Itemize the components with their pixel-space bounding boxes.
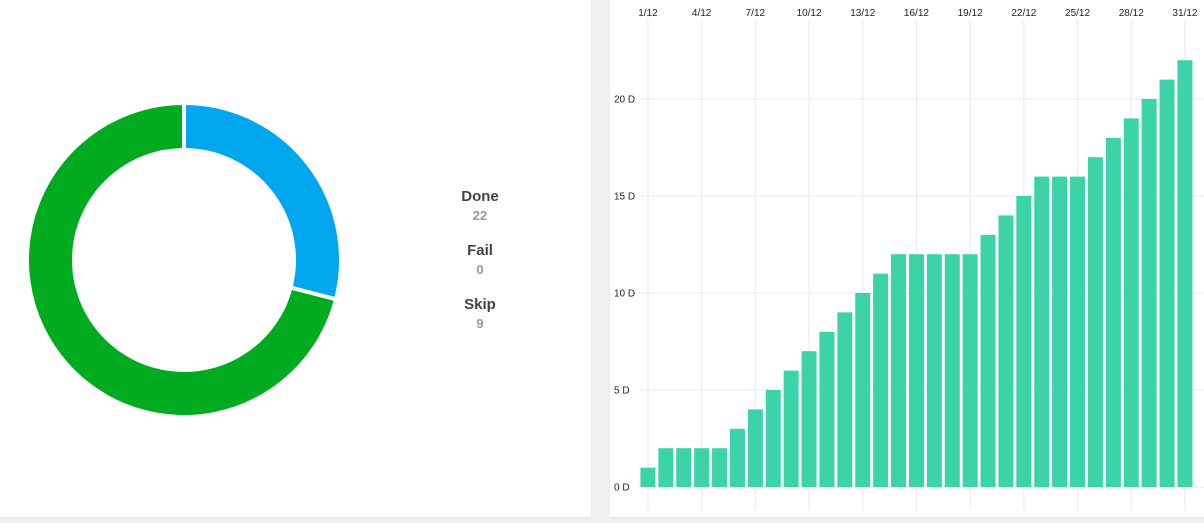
- legend-label-skip: Skip: [464, 296, 496, 313]
- bar-26-12: [1087, 157, 1103, 487]
- bar-17-12: [926, 254, 942, 487]
- bar-24-12: [1052, 176, 1068, 487]
- bar-7-12: [747, 409, 763, 487]
- x-tick-label: 4/12: [692, 8, 712, 19]
- bar-18-12: [944, 254, 960, 487]
- x-tick-label: 25/12: [1065, 8, 1090, 19]
- bar-10-12: [801, 351, 817, 487]
- x-tick-label: 16/12: [904, 8, 929, 19]
- bar-8-12: [765, 390, 781, 487]
- bar-16-12: [908, 254, 924, 487]
- x-tick-label: 28/12: [1119, 8, 1144, 19]
- bar-19-12: [962, 254, 978, 487]
- legend-label-done: Done: [461, 188, 499, 205]
- y-tick-label: 0 D: [614, 483, 630, 494]
- donut-slice-done: [25, 100, 339, 419]
- x-tick-label: 31/12: [1172, 8, 1197, 19]
- donut-slice-skip: [182, 100, 343, 302]
- bar-28-12: [1123, 118, 1139, 488]
- bar-14-12: [873, 273, 889, 487]
- legend-value-fail: 0: [476, 262, 484, 277]
- legend-value-done: 22: [472, 208, 488, 223]
- bar-12-12: [837, 312, 853, 487]
- bar-23-12: [1034, 176, 1050, 487]
- bar-30-12: [1159, 79, 1175, 487]
- bar-3-12: [676, 448, 692, 487]
- x-tick-label: 10/12: [797, 8, 822, 19]
- bar-25-12: [1070, 176, 1086, 487]
- y-tick-label: 20 D: [614, 95, 635, 106]
- legend-value-skip: 9: [476, 316, 484, 331]
- donut-chart: [25, 100, 343, 419]
- legend-item-fail: Fail 0: [430, 240, 530, 294]
- legend-label-fail: Fail: [467, 242, 493, 259]
- bar-21-12: [998, 215, 1014, 487]
- bar-20-12: [980, 234, 996, 487]
- bar-1-12: [640, 467, 656, 487]
- legend-item-skip: Skip 9: [430, 294, 530, 348]
- x-tick-label: 1/12: [638, 8, 658, 19]
- bar-6-12: [729, 428, 745, 487]
- bar-2-12: [658, 448, 674, 487]
- y-tick-label: 10 D: [614, 289, 635, 300]
- bar-15-12: [891, 254, 907, 487]
- y-tick-label: 15 D: [614, 192, 635, 203]
- legend-item-done: Done 22: [430, 186, 530, 240]
- x-tick-label: 19/12: [958, 8, 983, 19]
- bar-27-12: [1105, 137, 1121, 488]
- bar-13-12: [855, 293, 871, 487]
- donut-legend: Done 22 Fail 0 Skip 9: [430, 186, 530, 348]
- bar-5-12: [712, 448, 728, 487]
- bar-4-12: [694, 448, 710, 487]
- bar-22-12: [1016, 196, 1032, 487]
- bar-11-12: [819, 331, 835, 487]
- bar-9-12: [783, 370, 799, 487]
- bar-chart: 0 D 5 D 10 D 15 D 20 D 1/12 4/12 7/12 10/12 13/12…: [614, 8, 1204, 510]
- daily-bar-panel: 0 D 5 D 10 D 15 D 20 D 1/12 4/12 7/12 10/12 13/12…: [610, 0, 1204, 517]
- x-tick-label: 22/12: [1011, 8, 1036, 19]
- x-tick-label: 7/12: [746, 8, 766, 19]
- y-tick-label: 5 D: [614, 386, 630, 397]
- bar-31-12: [1177, 60, 1193, 487]
- x-tick-label: 13/12: [850, 8, 875, 19]
- status-panel: Done 22 Fail 0 Skip 9: [0, 0, 591, 517]
- bar-29-12: [1141, 99, 1157, 487]
